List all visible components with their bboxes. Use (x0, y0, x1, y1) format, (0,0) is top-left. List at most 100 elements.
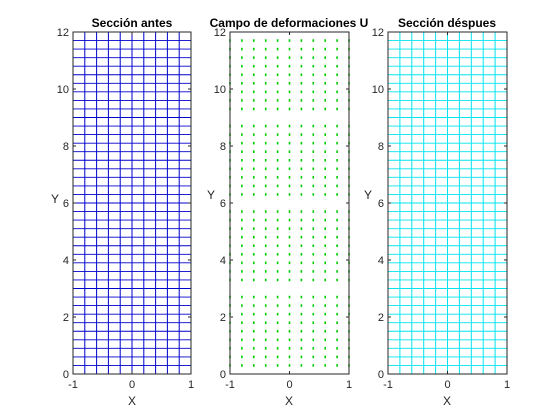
displacement-marker (241, 64, 243, 68)
displacement-marker (253, 218, 255, 222)
displacement-marker (276, 227, 279, 230)
displacement-marker (336, 261, 338, 265)
displacement-marker (324, 364, 326, 367)
displacement-marker (288, 39, 291, 42)
displacement-marker (336, 167, 338, 171)
displacement-marker (312, 39, 315, 42)
displacement-marker (264, 158, 267, 162)
displacement-marker (312, 73, 315, 77)
displacement-marker (253, 64, 255, 68)
displacement-marker (276, 82, 279, 85)
displacement-marker (241, 193, 243, 196)
displacement-marker (276, 210, 279, 213)
x-tick-label: 1 (346, 379, 352, 391)
displacement-marker (288, 56, 291, 59)
displacement-marker (253, 124, 255, 128)
x-axis-label: X (285, 394, 293, 408)
displacement-marker (241, 158, 243, 162)
displacement-marker (241, 244, 243, 248)
y-axis-label: Y (51, 192, 59, 206)
displacement-marker (312, 141, 315, 145)
displacement-marker (336, 99, 338, 102)
displacement-marker (300, 244, 303, 248)
displacement-marker (288, 347, 291, 350)
displacement-marker (241, 312, 243, 316)
mesh-lines (387, 31, 508, 375)
displacement-marker (336, 141, 338, 145)
displacement-marker (276, 235, 279, 239)
displacement-marker (241, 99, 243, 102)
displacement-marker (288, 364, 291, 367)
displacement-marker (324, 261, 326, 265)
x-tick-label: -1 (383, 379, 393, 391)
displacement-marker (253, 73, 255, 77)
displacement-marker (336, 355, 338, 359)
displacement-marker (324, 47, 326, 51)
displacement-marker (336, 210, 338, 213)
displacement-marker (264, 253, 267, 256)
displacement-marker (324, 347, 326, 350)
displacement-marker (276, 158, 279, 162)
displacement-marker (276, 56, 279, 59)
y-tick-label: 10 (372, 84, 384, 96)
displacement-marker (276, 193, 279, 196)
displacement-marker (288, 133, 291, 136)
displacement-marker (276, 347, 279, 350)
displacement-marker (241, 210, 243, 213)
displacement-marker (241, 90, 243, 94)
displacement-marker (324, 312, 326, 316)
displacement-marker (288, 99, 291, 102)
displacement-marker (312, 167, 315, 171)
displacement-marker (253, 253, 255, 256)
displacement-marker (264, 227, 267, 230)
displacement-marker (264, 338, 267, 342)
displacement-marker (264, 244, 267, 248)
x-axis-label: X (443, 394, 451, 408)
displacement-marker (336, 133, 338, 136)
displacement-marker (253, 167, 255, 171)
displacement-marker (241, 270, 243, 273)
displacement-marker (300, 193, 303, 196)
x-tick-label: 0 (129, 379, 135, 391)
displacement-marker (241, 82, 243, 85)
displacement-marker (276, 124, 279, 128)
displacement-marker (324, 90, 326, 94)
displacement-marker (312, 56, 315, 59)
displacement-marker (241, 278, 243, 282)
displacement-marker (253, 47, 255, 51)
displacement-marker (336, 244, 338, 248)
displacement-marker (312, 312, 315, 316)
displacement-marker (253, 355, 255, 359)
displacement-marker (241, 329, 243, 333)
displacement-marker (276, 73, 279, 77)
displacement-marker (276, 244, 279, 248)
displacement-marker (241, 235, 243, 239)
displacement-marker (312, 347, 315, 350)
displacement-marker (276, 150, 279, 153)
displacement-marker (241, 176, 243, 179)
displacement-marker (336, 39, 338, 42)
x-tick-label: -1 (225, 379, 235, 391)
displacement-marker (253, 184, 255, 188)
displacement-marker (288, 90, 291, 94)
displacement-marker (276, 184, 279, 188)
y-axis-label: Y (207, 188, 215, 202)
displacement-marker (264, 107, 267, 111)
displacement-marker (276, 141, 279, 145)
displacement-marker (264, 184, 267, 188)
y-tick-label: 8 (378, 141, 384, 153)
displacement-marker (324, 167, 326, 171)
displacement-marker (253, 82, 255, 85)
displacement-marker (253, 278, 255, 282)
displacement-marker (276, 270, 279, 273)
displacement-marker (288, 73, 291, 77)
displacement-marker (241, 141, 243, 145)
displacement-marker (276, 295, 279, 299)
displacement-marker (324, 158, 326, 162)
displacement-marker (336, 278, 338, 282)
displacement-marker (312, 193, 315, 196)
displacement-marker (276, 329, 279, 333)
displacement-marker (264, 150, 267, 153)
